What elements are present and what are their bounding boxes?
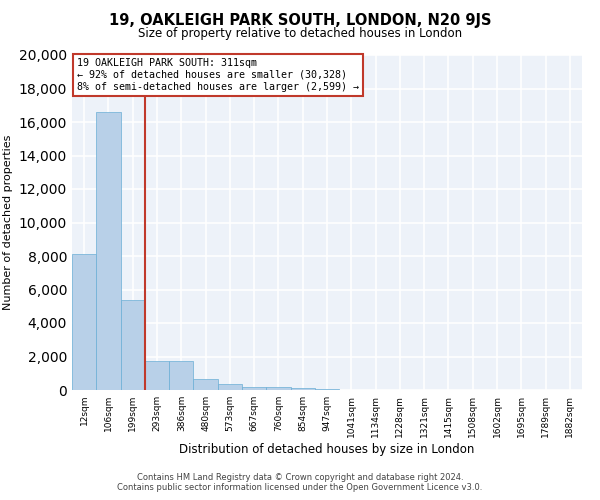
Bar [145,360,169,390]
X-axis label: Distribution of detached houses by size in London: Distribution of detached houses by size … [179,442,475,456]
Bar [266,388,290,390]
Bar [290,388,315,390]
Text: Contains HM Land Registry data © Crown copyright and database right 2024.
Contai: Contains HM Land Registry data © Crown c… [118,473,482,492]
Bar [169,360,193,390]
Text: 19 OAKLEIGH PARK SOUTH: 311sqm
← 92% of detached houses are smaller (30,328)
8% : 19 OAKLEIGH PARK SOUTH: 311sqm ← 92% of … [77,58,359,92]
Bar [218,384,242,390]
Text: Size of property relative to detached houses in London: Size of property relative to detached ho… [138,28,462,40]
Y-axis label: Number of detached properties: Number of detached properties [3,135,13,310]
Bar [242,386,266,390]
Bar [121,300,145,390]
Text: 19, OAKLEIGH PARK SOUTH, LONDON, N20 9JS: 19, OAKLEIGH PARK SOUTH, LONDON, N20 9JS [109,12,491,28]
Bar [193,379,218,390]
Bar [72,254,96,390]
Bar [96,112,121,390]
